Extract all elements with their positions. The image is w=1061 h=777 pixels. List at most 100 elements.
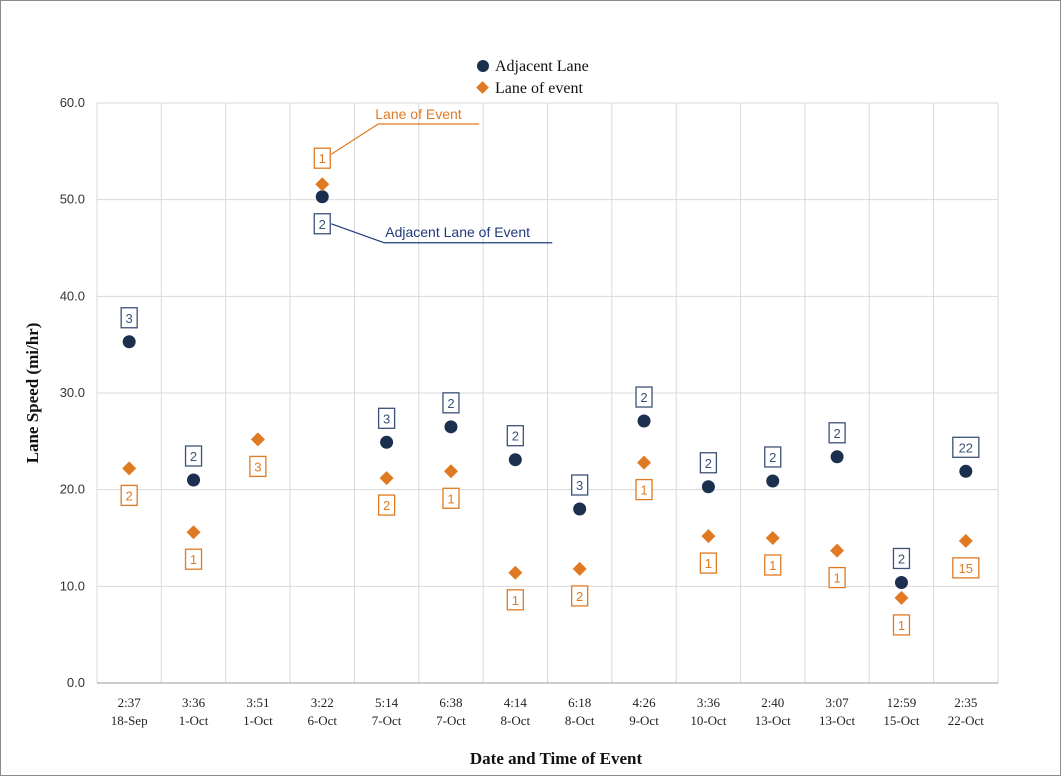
adjacent-lane-point [508,453,522,467]
event-data-label-box [184,548,203,570]
x-tick-date: 13-Oct [819,713,855,728]
lane-of-event-point [508,565,523,580]
adjacent-data-label: 2 [898,551,905,566]
x-tick-time: 2:35 [954,695,977,710]
lane-of-event-point [443,464,458,479]
lane-of-event-point [637,455,652,470]
x-tick-date: 22-Oct [948,713,984,728]
adjacent-data-label: 2 [190,449,197,464]
x-tick-time: 2:37 [118,695,142,710]
event-data-label: 1 [447,491,454,506]
adjacent-lane-point [573,502,587,516]
adjacent-lane-annotation: Adjacent Lane of Event [385,224,530,240]
adjacent-data-label: 2 [769,450,776,465]
adjacent-data-label-box [635,386,653,408]
x-tick-time: 3:07 [826,695,850,710]
adjacent-lane-point [701,480,715,494]
adjacent-data-label: 22 [959,440,973,455]
x-tick-date: 8-Oct [501,713,531,728]
y-tick-label: 50.0 [60,192,85,207]
event-data-label: 1 [898,618,905,633]
x-tick-time: 3:36 [697,695,721,710]
x-tick-time: 4:14 [504,695,528,710]
adjacent-data-label-box [952,436,980,458]
event-data-label: 1 [833,571,840,586]
event-data-label-box [313,147,331,169]
event-data-label-box [699,552,718,574]
event-data-label-box [635,478,653,501]
x-tick-time: 3:36 [182,695,206,710]
adjacent-lane-point [380,435,394,449]
lane-of-event-point [894,590,909,605]
event-data-label: 2 [576,589,583,604]
adjacent-lane-point [830,450,844,464]
adjacent-data-label: 2 [705,456,712,471]
y-tick-label: 20.0 [60,482,85,497]
x-tick-time: 6:38 [439,695,462,710]
data-marks [122,177,973,605]
adjacent-data-label-box [184,445,203,467]
lane-of-event-point [122,461,137,476]
adjacent-data-label: 2 [319,217,326,232]
lane-of-event-point [315,177,330,192]
adjacent-data-label-box [442,392,460,414]
y-axis-title: Lane Speed (mi/hr) [23,323,42,464]
lane-of-event-point [250,432,265,447]
x-tick-date: 10-Oct [690,713,726,728]
lane-of-event-point [765,531,780,545]
adjacent-lane-point [315,190,329,204]
x-tick-date: 13-Oct [755,713,791,728]
event-data-label: 1 [705,556,712,571]
adjacent-data-label: 2 [512,429,519,444]
adjacent-lane-point [894,575,908,589]
y-tick-label: 10.0 [60,578,85,593]
adjacent-lane-point [959,464,973,478]
event-data-label-box [377,494,396,516]
adjacent-data-label: 3 [576,478,583,493]
y-tick-label: 0.0 [67,675,85,690]
lane-of-event-point [572,561,587,576]
event-data-label-box [120,484,138,507]
adjacent-data-label-box [892,547,911,570]
adjacent-lane-point [444,420,458,434]
lane-of-event-point [830,543,845,558]
adjacent-data-label: 2 [640,390,647,405]
event-data-label-box [828,566,846,589]
adjacent-data-label: 3 [126,311,133,326]
adjacent-data-label-box [506,425,524,447]
x-axis-title: Date and Time of Event [470,749,643,768]
event-data-label-box [506,589,524,611]
adjacent-data-label: 3 [383,411,390,426]
event-data-label-box [952,557,980,579]
x-tick-date: 8-Oct [565,713,595,728]
adjacent-data-label: 2 [447,396,454,411]
event-data-label: 1 [190,552,197,567]
legend-adjacent-marker [477,60,489,72]
grid-lines [96,102,999,683]
axes: 0.0 10.0 20.0 30.0 40.0 50.0 60.0 2:37 18-Sep 3:3… [60,95,998,728]
adjacent-data-label-box [120,307,138,329]
event-data-label: 1 [512,593,519,608]
event-data-label: 2 [126,488,133,503]
event-data-label: 2 [383,498,390,513]
y-tick-label: 60.0 [60,95,85,110]
adjacent-data-label-box [764,446,782,468]
lane-of-event-annotation: Lane of Event [375,106,462,122]
legend-event-marker [476,81,489,94]
adjacent-lane-point [122,335,136,349]
x-tick-time: 5:14 [375,695,399,710]
x-tick-date: 1-Oct [243,713,273,728]
adjacent-lane-point [766,474,780,488]
x-tick-time: 2:40 [761,695,784,710]
x-tick-date: 1-Oct [179,713,209,728]
event-data-label: 15 [959,561,973,576]
lane-of-event-point [186,525,201,540]
adjacent-data-label-box [828,422,846,444]
adjacent-data-label-box [313,213,331,235]
lane-of-event-point [379,471,394,486]
adjacent-data-label-box [699,452,718,474]
x-tick-date: 7-Oct [372,713,402,728]
adjacent-data-label: 2 [833,426,840,441]
